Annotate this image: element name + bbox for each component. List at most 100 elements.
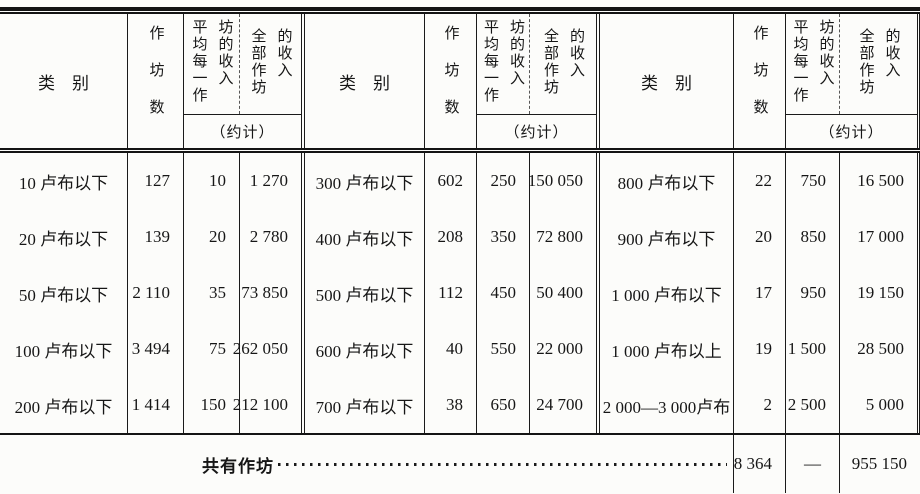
total-income-cell: 1 270 [240,153,305,209]
approx-note: （约计） [477,114,596,148]
category-cell: 2 000—3 000卢布 [600,377,734,433]
col-header-income-group: 平均每一作坊的收入 全部作坊的收入 （约计） [184,14,305,148]
category-cell: 800 卢布以下 [600,153,734,209]
category-cell: 10 卢布以下 [0,153,128,209]
col-header-workshops: 作坊数 [425,14,477,148]
avg-income-cell: 250 [477,153,530,209]
workshops-cell: 112 [425,265,477,321]
workshops-cell: 602 [425,153,477,209]
avg-income-cell: 150 [184,377,240,433]
total-income-cell: 22 000 [530,321,600,377]
total-income-cell: 212 100 [233,377,305,433]
avg-income-cell: 75 [184,321,240,377]
col-header-category-label: 类 别 [339,73,390,93]
total-income-cell: 72 800 [530,209,600,265]
category-cell: 1 000 卢布以上 [600,321,734,377]
total-income-cell: 5 000 [840,377,920,433]
col-header-total-income: 全部作坊的收入 [840,14,917,114]
col-header-workshops-label: 作坊数 [147,25,164,136]
avg-income-cell: 450 [477,265,530,321]
category-cell: 600 卢布以下 [305,321,425,377]
workshops-cell: 3 494 [128,321,184,377]
workshops-cell: 1 414 [128,377,184,433]
workshops-cell: 2 [734,377,786,433]
workshops-cell: 17 [734,265,786,321]
category-cell: 500 卢布以下 [305,265,425,321]
income-headers: 平均每一作坊的收入 全部作坊的收入 [477,14,596,114]
avg-income-cell: 850 [786,209,840,265]
col-header-avg-income-label: 平均每一作坊的收入 [190,19,233,104]
workshops-cell: 19 [734,321,786,377]
col-header-workshops-label: 作坊数 [442,25,459,136]
totals-row: 共有作坊 8 364 — 955 150 [0,435,920,493]
avg-income-cell: 950 [786,265,840,321]
total-income-cell: 50 400 [530,265,600,321]
total-income-cell: 73 850 [240,265,305,321]
income-headers: 平均每一作坊的收入 全部作坊的收入 [184,14,301,114]
category-cell: 300 卢布以下 [305,153,425,209]
avg-income-cell: 2 500 [786,377,840,433]
workshops-cell: 127 [128,153,184,209]
avg-income-cell: 550 [477,321,530,377]
top-rule [0,7,920,14]
col-header-total-income-label: 全部作坊的收入 [249,28,292,96]
col-header-category: 类 别 [0,14,128,148]
avg-income-cell: 10 [184,153,240,209]
category-cell: 400 卢布以下 [305,209,425,265]
total-income-cell: 150 050 [528,153,600,209]
col-header-workshops: 作坊数 [734,14,786,148]
workshops-cell: 20 [734,209,786,265]
total-income-cell: 16 500 [840,153,920,209]
total-income-cell: 262 050 [233,321,305,377]
col-header-total-income-label: 全部作坊的收入 [857,28,900,96]
workshops-cell: 208 [425,209,477,265]
totals-avg-cell: — [786,435,840,493]
avg-income-cell: 350 [477,209,530,265]
workshops-cell: 22 [734,153,786,209]
col-header-category-label: 类 别 [641,73,692,93]
col-header-avg-income-label: 平均每一作坊的收入 [791,19,834,104]
category-cell: 200 卢布以下 [0,377,128,433]
col-header-total-income-label: 全部作坊的收入 [542,28,584,96]
table-body: 10 卢布以下 127 10 1 270 300 卢布以下 602 250 15… [0,153,920,433]
avg-income-cell: 650 [477,377,530,433]
workshops-cell: 40 [425,321,477,377]
income-headers: 平均每一作坊的收入 全部作坊的收入 [786,14,917,114]
approx-note: （约计） [184,114,301,148]
col-header-category: 类 别 [305,14,425,148]
col-header-avg-income-label: 平均每一作坊的收入 [482,19,524,104]
workshops-cell: 139 [128,209,184,265]
workshops-cell: 2 110 [128,265,184,321]
category-cell: 50 卢布以下 [0,265,128,321]
avg-income-cell: 1 500 [786,321,840,377]
col-header-income-group: 平均每一作坊的收入 全部作坊的收入 （约计） [786,14,920,148]
approx-note: （约计） [786,114,917,148]
table-header: 类 别 作坊数 平均每一作坊的收入 全部作坊的收入 （约计） 类 别 作坊数 平… [0,14,920,148]
dotted-leader [278,462,727,466]
category-cell: 900 卢布以下 [600,209,734,265]
col-header-total-income: 全部作坊的收入 [530,14,596,114]
totals-label-cell: 共有作坊 [0,435,734,493]
totals-total-cell: 955 150 [851,454,907,473]
category-cell: 1 000 卢布以下 [600,265,734,321]
col-header-total-income: 全部作坊的收入 [240,14,301,114]
avg-income-cell: 35 [184,265,240,321]
totals-label: 共有作坊 [202,456,274,476]
total-income-cell: 17 000 [840,209,920,265]
col-header-category: 类 别 [600,14,734,148]
col-header-avg-income: 平均每一作坊的收入 [477,14,530,114]
totals-workshops-cell: 8 364 [734,435,786,493]
header-body-rule [0,148,920,153]
workshops-cell: 38 [425,377,477,433]
avg-income-cell: 750 [786,153,840,209]
total-income-cell: 19 150 [840,265,920,321]
total-income-cell: 2 780 [240,209,305,265]
col-header-workshops: 作坊数 [128,14,184,148]
body-footer-rule [0,433,920,435]
category-cell: 20 卢布以下 [0,209,128,265]
total-income-cell: 24 700 [530,377,600,433]
col-header-income-group: 平均每一作坊的收入 全部作坊的收入 （约计） [477,14,600,148]
col-header-avg-income: 平均每一作坊的收入 [786,14,840,114]
category-cell: 100 卢布以下 [0,321,128,377]
